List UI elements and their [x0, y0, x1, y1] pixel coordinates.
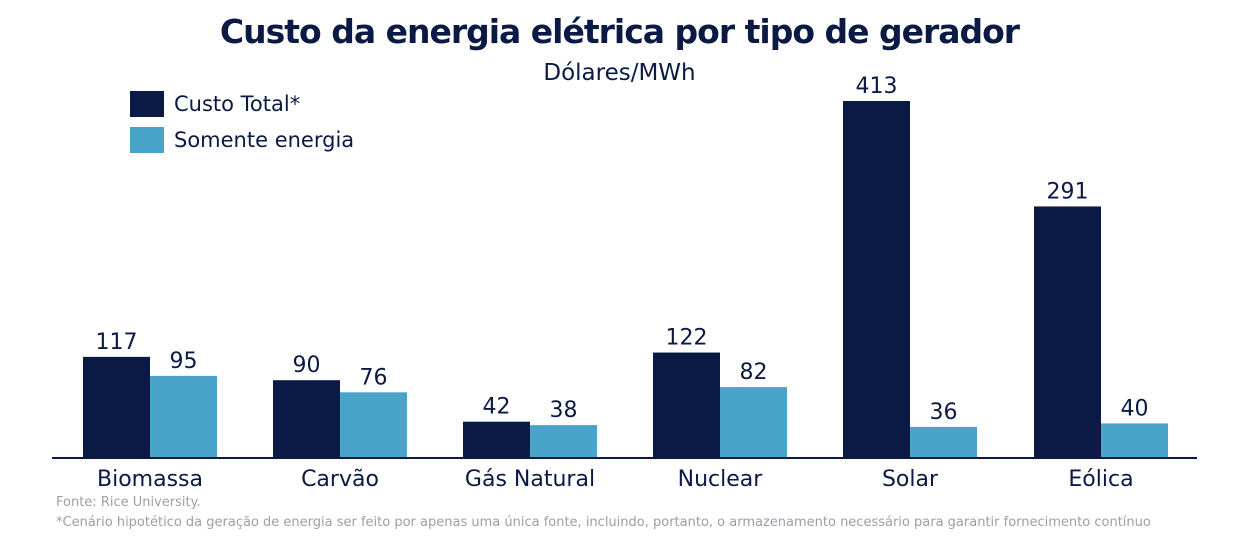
- legend-swatch-somente-energia: [130, 127, 164, 153]
- bar-solar-somente-energia: [910, 426, 977, 458]
- x-tick-label-gas-natural: Gás Natural: [465, 467, 595, 492]
- source-note: Fonte: Rice University.: [56, 495, 201, 510]
- legend-label-somente-energia: Somente energia: [174, 128, 355, 152]
- x-tick-label-biomassa: Biomassa: [97, 467, 203, 492]
- bar-eolica-somente-energia: [1101, 423, 1168, 458]
- data-label-nuclear-custo-total: 122: [666, 326, 708, 351]
- footnote: *Cenário hipotético da geração de energi…: [56, 515, 1151, 530]
- bar-biomassa-somente-energia: [150, 375, 217, 458]
- bar-nuclear-somente-energia: [720, 387, 787, 458]
- bar-carvao-somente-energia: [340, 392, 407, 458]
- data-label-biomassa-somente-energia: 95: [170, 349, 198, 374]
- x-tick-label-nuclear: Nuclear: [678, 467, 764, 492]
- bar-eolica-custo-total: [1034, 206, 1101, 458]
- data-label-eolica-custo-total: 291: [1047, 179, 1089, 204]
- bar-nuclear-custo-total: [653, 352, 720, 458]
- data-label-eolica-somente-energia: 40: [1121, 396, 1149, 421]
- bar-gas-natural-somente-energia: [530, 425, 597, 458]
- x-tick-label-carvao: Carvão: [301, 467, 379, 492]
- chart-legend: Custo Total* Somente energia: [130, 86, 354, 158]
- x-tick-label-eolica: Eólica: [1068, 467, 1133, 492]
- chart-subtitle: Dólares/MWh: [543, 60, 696, 86]
- bar-solar-custo-total: [843, 101, 910, 458]
- chart-title: Custo da energia elétrica por tipo de ge…: [219, 12, 1020, 51]
- data-label-gas-natural-somente-energia: 38: [550, 398, 578, 423]
- legend-item-somente-energia: Somente energia: [130, 122, 354, 158]
- bar-biomassa-custo-total: [83, 356, 150, 458]
- data-label-carvao-custo-total: 90: [293, 353, 321, 378]
- legend-label-custo-total: Custo Total*: [174, 92, 301, 116]
- data-label-solar-somente-energia: 36: [930, 400, 958, 425]
- data-label-nuclear-somente-energia: 82: [740, 360, 768, 385]
- legend-swatch-custo-total: [130, 91, 164, 117]
- x-tick-label-solar: Solar: [882, 467, 939, 492]
- legend-item-custo-total: Custo Total*: [130, 86, 354, 122]
- data-label-carvao-somente-energia: 76: [360, 365, 388, 390]
- bar-carvao-custo-total: [273, 380, 340, 458]
- data-label-biomassa-custo-total: 117: [96, 330, 138, 355]
- bar-gas-natural-custo-total: [463, 421, 530, 458]
- data-label-solar-custo-total: 413: [856, 74, 898, 99]
- data-label-gas-natural-custo-total: 42: [483, 395, 511, 420]
